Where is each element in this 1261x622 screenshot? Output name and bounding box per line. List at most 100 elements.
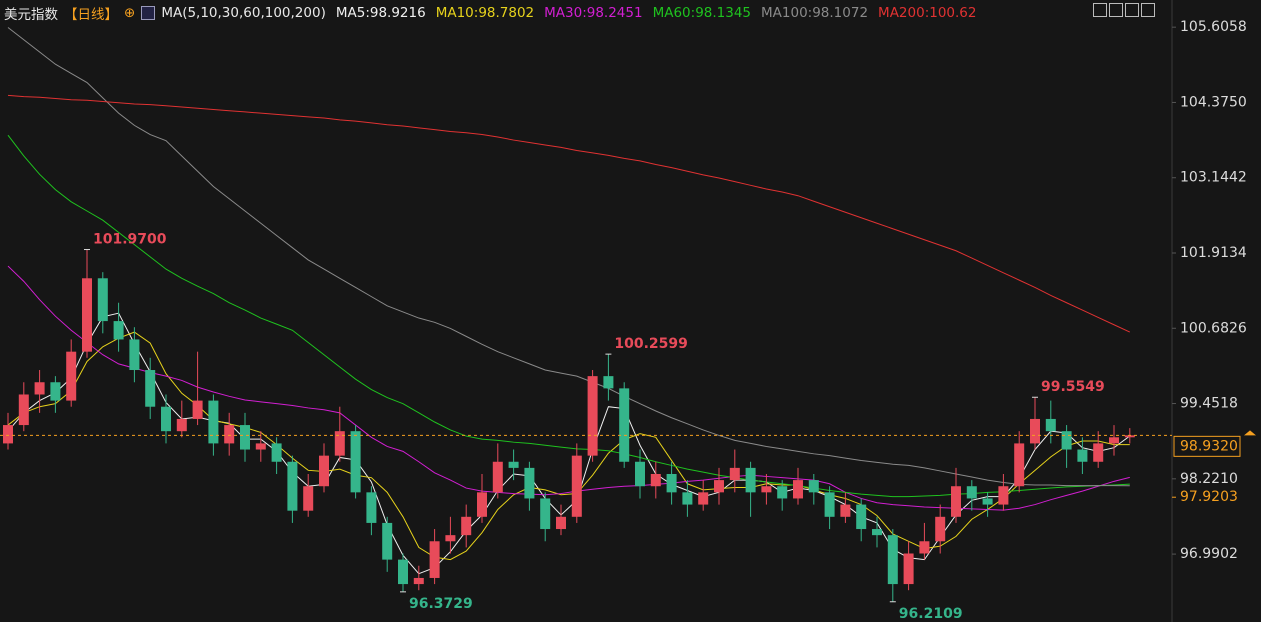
candle-body xyxy=(682,492,693,505)
candle-body xyxy=(951,486,961,517)
candle-body xyxy=(666,473,677,493)
candle-body xyxy=(129,339,140,371)
candle-body xyxy=(1061,431,1072,450)
extreme-label: 100.2599 xyxy=(614,336,688,352)
tool-button[interactable] xyxy=(1109,3,1123,17)
candle-body xyxy=(856,504,867,530)
candle-body xyxy=(808,480,819,493)
candle-body xyxy=(966,486,977,499)
period-label[interactable]: 【日线】 xyxy=(64,7,118,23)
candle-body xyxy=(413,577,424,585)
candle-body xyxy=(872,529,882,536)
candle-body xyxy=(714,480,724,493)
candle-body xyxy=(1077,449,1088,462)
candle-body xyxy=(777,486,788,499)
candle-body xyxy=(1109,437,1119,444)
add-icon[interactable]: ⊕ xyxy=(124,5,136,21)
candle-body xyxy=(935,516,946,542)
candle-body xyxy=(650,473,661,487)
candle-body xyxy=(97,278,108,322)
candle-body xyxy=(761,486,772,493)
candle-body xyxy=(34,382,45,395)
legend-entry: MA5:98.9216 xyxy=(335,5,426,21)
candle-body xyxy=(461,516,472,536)
candle-body xyxy=(1014,443,1025,487)
candle-body xyxy=(445,535,456,542)
y-tick-label: 98.2210 xyxy=(1180,471,1238,487)
price-arrow xyxy=(1244,430,1256,436)
extreme-label: 96.3729 xyxy=(409,596,473,612)
y-tick-label: 99.4518 xyxy=(1180,396,1238,412)
candle-body xyxy=(398,559,408,585)
candle-body xyxy=(429,541,440,578)
candle-body xyxy=(366,492,377,523)
candle-body xyxy=(477,492,487,517)
candle-body xyxy=(161,406,171,432)
ma-line xyxy=(7,27,1130,487)
candle-body xyxy=(982,498,993,505)
price-label: 98.9320 xyxy=(1180,438,1238,454)
candle-body xyxy=(66,351,77,401)
candle-body xyxy=(1124,435,1135,438)
toolbar xyxy=(1093,3,1155,17)
candle-body xyxy=(240,425,250,450)
candle-body xyxy=(619,388,630,462)
candle-body xyxy=(208,400,219,444)
candle-body xyxy=(287,461,298,511)
candle-body xyxy=(571,455,582,517)
candle-body xyxy=(1093,443,1104,462)
candle-body xyxy=(698,492,709,505)
candle-body xyxy=(176,418,187,432)
candle-body xyxy=(745,467,756,493)
legend-entry: MA30:98.2451 xyxy=(544,5,643,21)
candle-body xyxy=(1045,418,1056,432)
ma-set: MA(5,10,30,60,100,200) xyxy=(161,5,326,21)
candle-body xyxy=(82,278,92,352)
y-tick-label: 105.6058 xyxy=(1180,19,1247,35)
legend-entry: MA100:98.1072 xyxy=(761,5,869,21)
ma-line xyxy=(7,265,1130,511)
candle-body xyxy=(303,486,314,511)
candle-body xyxy=(492,461,503,493)
ma-line xyxy=(7,94,1131,333)
candle-body xyxy=(603,376,614,389)
tool-button[interactable] xyxy=(1093,3,1107,17)
candle-body xyxy=(271,443,282,462)
candle-body xyxy=(635,461,645,487)
candle-body xyxy=(224,425,235,444)
candle-body xyxy=(145,370,156,407)
candle-body xyxy=(382,522,393,560)
candle-body xyxy=(319,455,329,487)
y-tick-label: 96.9902 xyxy=(1180,546,1238,562)
candle-body xyxy=(729,467,740,481)
plot-area: 105.6058 104.3750 103.1442 101.9134 100.6826… xyxy=(0,19,1256,622)
price-label: 97.9203 xyxy=(1180,489,1238,505)
candle-body xyxy=(508,461,519,468)
candle-body xyxy=(903,553,914,585)
legend: 美元指数 【日线】 ⊕ MA(5,10,30,60,100,200) MA5:9… xyxy=(4,3,980,23)
candle-body xyxy=(524,467,535,499)
candle-body xyxy=(192,400,203,419)
candle-body xyxy=(50,382,61,401)
candle-body xyxy=(793,480,803,499)
candle-body xyxy=(887,535,898,585)
ma-icon[interactable] xyxy=(141,6,156,20)
candle-body xyxy=(540,498,551,530)
legend-entry: MA10:98.7802 xyxy=(435,5,535,21)
candle-body xyxy=(18,394,29,426)
tool-button[interactable] xyxy=(1125,3,1139,17)
candle-body xyxy=(113,321,124,340)
candle-body xyxy=(255,443,266,450)
candle-body xyxy=(840,504,851,517)
price-box xyxy=(1173,435,1241,457)
candle-body xyxy=(350,431,361,493)
candle-body xyxy=(998,486,1009,505)
legend-entry: MA200:100.62 xyxy=(878,5,977,21)
extreme-label: 101.9700 xyxy=(93,232,167,248)
y-tick-label: 100.6826 xyxy=(1180,320,1247,336)
tool-button[interactable] xyxy=(1141,3,1155,17)
y-tick-label: 103.1442 xyxy=(1180,170,1247,186)
candle-body xyxy=(824,492,835,517)
